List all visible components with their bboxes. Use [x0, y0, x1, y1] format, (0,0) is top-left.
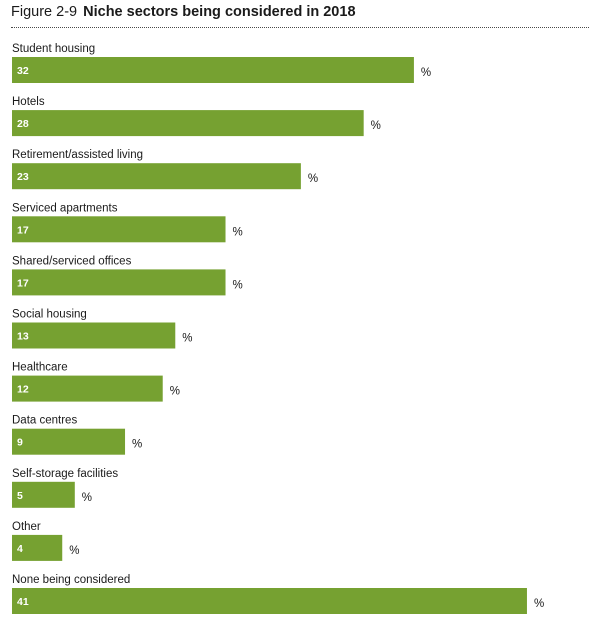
bar — [12, 428, 126, 455]
bar — [12, 216, 226, 243]
bar — [12, 481, 75, 508]
unit-label: % — [82, 492, 92, 504]
value-label: 5 — [17, 490, 23, 502]
category-label: Self-storage facilities — [12, 468, 118, 480]
value-label: 41 — [17, 596, 29, 608]
title-divider — [11, 27, 589, 28]
bar — [12, 57, 414, 83]
figure-title: Figure 2-9 Niche sectors being considere… — [11, 3, 356, 21]
value-label: 17 — [17, 224, 29, 236]
unit-label: % — [182, 333, 192, 345]
category-label: Data centres — [12, 415, 77, 427]
category-label: Retirement/assisted living — [12, 149, 143, 161]
value-label: 13 — [17, 331, 29, 343]
figure-heading: Niche sectors being considered in 2018 — [83, 4, 356, 20]
bar — [12, 588, 527, 614]
unit-label: % — [371, 120, 381, 132]
value-label: 23 — [17, 171, 29, 183]
bar — [12, 269, 226, 296]
value-label: 28 — [17, 118, 29, 130]
unit-label: % — [170, 386, 180, 398]
category-label: Healthcare — [12, 362, 68, 374]
category-label: Shared/serviced offices — [12, 255, 132, 267]
bar — [12, 163, 301, 190]
category-label: Other — [12, 521, 41, 533]
category-label: Social housing — [12, 309, 87, 321]
bar — [12, 375, 163, 402]
bar — [12, 110, 364, 137]
figure-number: Figure 2-9 — [11, 4, 78, 20]
category-label: None being considered — [12, 574, 130, 586]
bar — [12, 534, 63, 561]
value-label: 12 — [17, 384, 29, 396]
value-label: 4 — [17, 543, 23, 555]
unit-label: % — [69, 545, 79, 557]
unit-label: % — [308, 173, 318, 185]
unit-label: % — [233, 226, 243, 238]
unit-label: % — [421, 67, 431, 79]
category-label: Serviced apartments — [12, 202, 118, 214]
value-label: 32 — [17, 65, 29, 77]
value-label: 9 — [17, 437, 23, 449]
unit-label: % — [233, 279, 243, 291]
unit-label: % — [132, 439, 142, 451]
unit-label: % — [534, 598, 544, 610]
category-label: Hotels — [12, 96, 45, 108]
bar — [12, 322, 176, 349]
value-label: 17 — [17, 277, 29, 289]
category-label: Student housing — [12, 43, 95, 55]
